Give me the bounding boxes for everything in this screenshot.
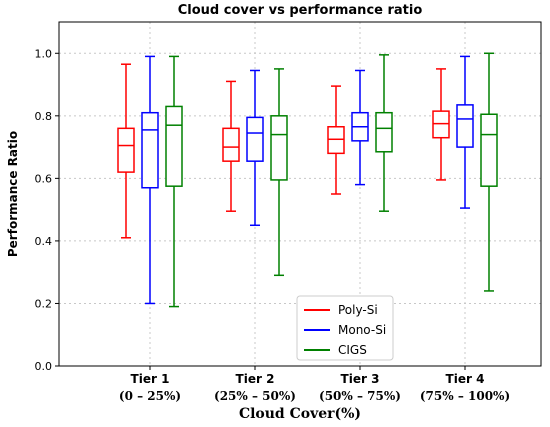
x-tick-sublabel: (0 – 25%) — [119, 389, 181, 403]
plot-area — [58, 21, 542, 367]
chart-title: Cloud cover vs performance ratio — [178, 3, 423, 18]
x-axis: Tier 1 (0 – 25%) Tier 2 (25% – 50%) Tier 3 (5… — [119, 366, 510, 403]
y-tick-label: 1.0 — [35, 47, 53, 60]
x-tick-label: Tier 3 — [341, 372, 380, 386]
box-plots — [117, 52, 498, 308]
x-axis-label: Cloud Cover(%) — [239, 406, 361, 422]
x-tick-sublabel: (75% – 100%) — [420, 389, 510, 403]
legend: Poly-Si Mono-Si CIGS — [296, 295, 394, 361]
iqr-box — [165, 105, 183, 187]
legend-label: CIGS — [338, 343, 367, 357]
box-mono-si-tier-1 — [141, 55, 159, 305]
iqr-box — [141, 111, 159, 189]
x-tick-label: Tier 4 — [446, 372, 485, 386]
x-tick-label: Tier 2 — [236, 372, 275, 386]
box-poly-si-tier-1 — [117, 63, 135, 239]
box-cigs-tier-3 — [375, 54, 393, 212]
x-tick-sublabel: (25% – 50%) — [214, 389, 296, 403]
legend-label: Poly-Si — [338, 303, 378, 317]
legend-label: Mono-Si — [338, 323, 386, 337]
y-axis-label: Performance Ratio — [6, 131, 20, 257]
y-tick-label: 0.4 — [35, 235, 53, 248]
box-mono-si-tier-2 — [246, 69, 264, 227]
y-tick-label: 0.8 — [35, 110, 53, 123]
y-tick-label: 0.2 — [35, 297, 53, 310]
iqr-box — [375, 111, 393, 153]
box-poly-si-tier-4 — [432, 68, 450, 181]
iqr-box — [222, 127, 240, 162]
box-mono-si-tier-4 — [456, 55, 474, 209]
iqr-box — [432, 110, 450, 139]
box-poly-si-tier-2 — [222, 80, 240, 212]
box-cigs-tier-1 — [165, 55, 183, 308]
iqr-box — [327, 126, 345, 155]
x-tick-sublabel: (50% – 75%) — [319, 389, 401, 403]
iqr-box — [117, 127, 135, 173]
iqr-box — [270, 115, 288, 181]
legend-frame — [296, 295, 394, 361]
y-tick-label: 0.6 — [35, 172, 53, 185]
iqr-box — [456, 104, 474, 148]
iqr-box — [480, 113, 498, 187]
box-poly-si-tier-3 — [327, 85, 345, 195]
iqr-box — [246, 116, 264, 162]
box-mono-si-tier-3 — [351, 69, 369, 186]
box-cigs-tier-2 — [270, 68, 288, 277]
y-axis: 0.0 0.2 0.4 0.6 0.8 1.0 — [35, 47, 59, 373]
x-tick-label: Tier 1 — [131, 372, 170, 386]
y-tick-label: 0.0 — [35, 360, 53, 373]
box-cigs-tier-4 — [480, 52, 498, 292]
